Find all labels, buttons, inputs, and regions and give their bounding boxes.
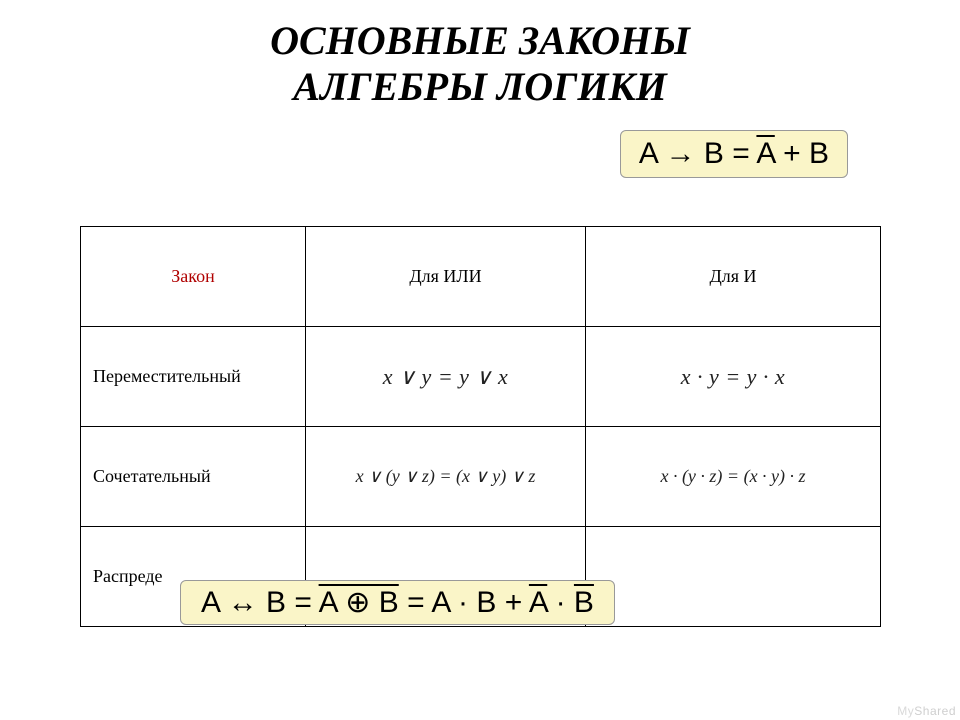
equiv-abar: A	[529, 586, 547, 619]
impl-eq: =	[732, 137, 756, 170]
equivalence-callout: A ↔ B = A ⊕ B = A · B + A · B	[180, 580, 615, 625]
commutative-or: x ∨ y = y ∨ x	[318, 364, 573, 390]
col-and-header: Для И	[586, 227, 881, 327]
title-line-2: АЛГЕБРЫ ЛОГИКИ	[293, 64, 666, 109]
equiv-xor-over: A ⊕ B	[319, 586, 399, 619]
impl-abar: A	[756, 137, 774, 170]
laws-table: Закон Для ИЛИ Для И Переместительный x ∨…	[80, 226, 881, 627]
impl-lhs: A → B	[639, 137, 724, 170]
table-row: Переместительный x ∨ y = y ∨ x x · y = y…	[81, 327, 881, 427]
watermark-suffix: Shared	[914, 704, 956, 718]
law-name-commutative: Переместительный	[81, 327, 306, 427]
impl-plusb: + B	[783, 137, 829, 170]
law-name-associative: Сочетательный	[81, 427, 306, 527]
associative-and: x · (y · z) = (x · y) · z	[598, 466, 868, 487]
table-row: Сочетательный x ∨ (y ∨ z) = (x ∨ y) ∨ z …	[81, 427, 881, 527]
laws-table-wrap: Закон Для ИЛИ Для И Переместительный x ∨…	[80, 226, 880, 627]
table-header-row: Закон Для ИЛИ Для И	[81, 227, 881, 327]
watermark-prefix: My	[897, 704, 914, 718]
title-line-1: ОСНОВНЫЕ ЗАКОНЫ	[270, 18, 690, 63]
equiv-plus: +	[505, 586, 529, 619]
page-title: ОСНОВНЫЕ ЗАКОНЫ АЛГЕБРЫ ЛОГИКИ	[0, 0, 960, 110]
commutative-and: x · y = y · x	[598, 364, 868, 390]
watermark: MyShared	[897, 704, 956, 718]
associative-or: x ∨ (y ∨ z) = (x ∨ y) ∨ z	[318, 466, 573, 487]
col-law-header: Закон	[81, 227, 306, 327]
implication-callout: A → B = A + B	[620, 130, 848, 178]
equiv-eq1: =	[294, 586, 318, 619]
equiv-dot: ·	[556, 586, 574, 619]
col-or-header: Для ИЛИ	[306, 227, 586, 327]
equiv-bbar: B	[574, 586, 594, 619]
equiv-lhs: A ↔ B	[201, 586, 286, 619]
equiv-eq2: =	[407, 586, 431, 619]
equiv-term1: A · B	[431, 586, 496, 619]
